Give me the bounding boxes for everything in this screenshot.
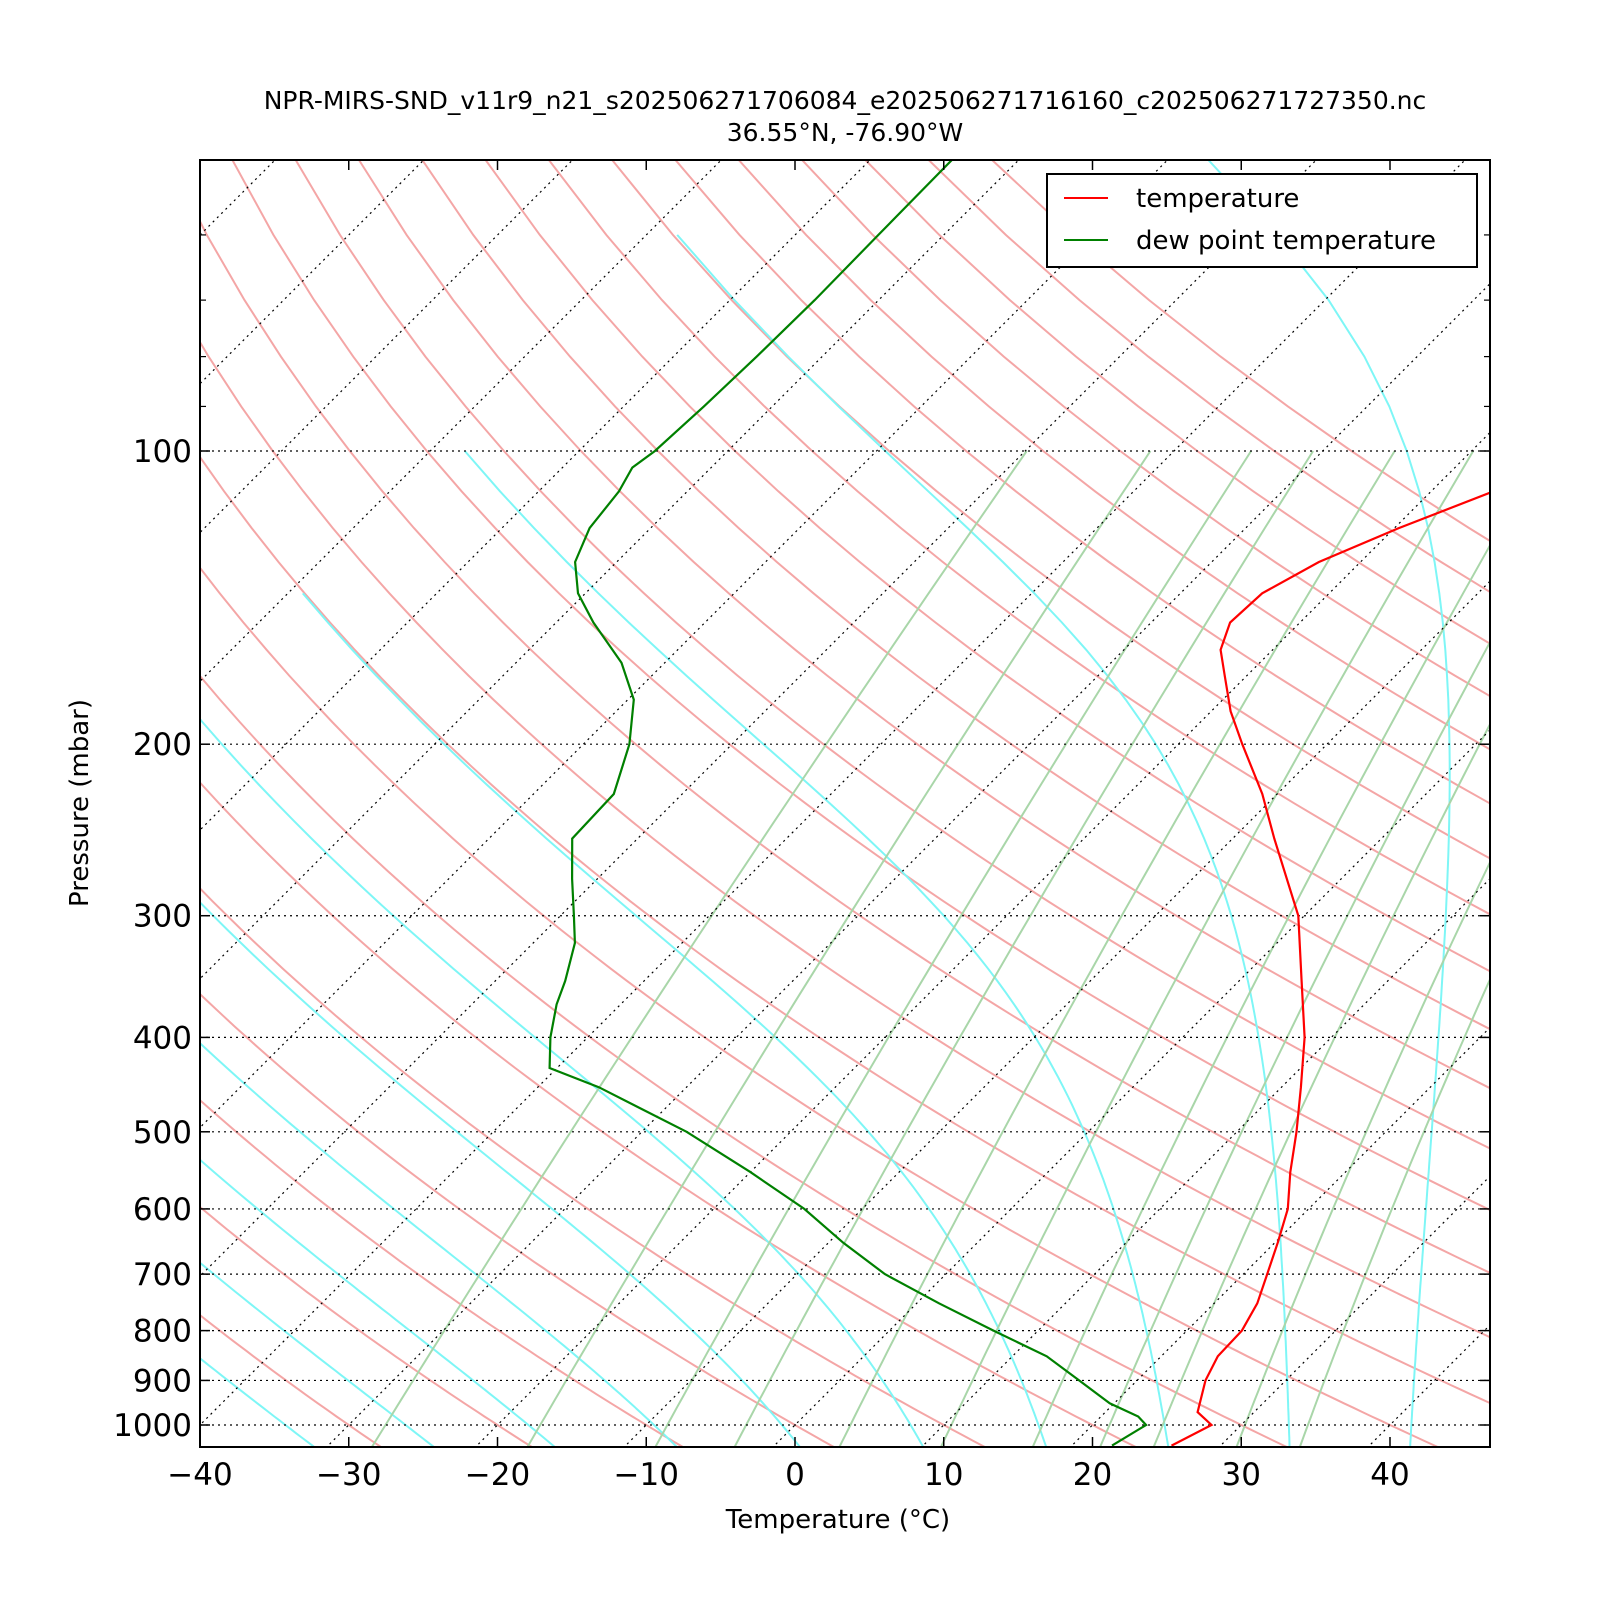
x-tick-label: −20 (465, 1457, 530, 1493)
x-axis-label: Temperature (°C) (725, 1505, 950, 1535)
dry-adiabat (357, 160, 1490, 1090)
y-tick-label: 100 (133, 434, 192, 470)
mixing-ratio-line (1235, 859, 1490, 1447)
isotherm (200, 160, 1020, 980)
y-tick-label: 200 (133, 727, 192, 763)
mixing-ratio-line (654, 450, 1252, 1447)
mixing-ratio-line (1152, 722, 1490, 1447)
x-tick-label: 10 (924, 1457, 963, 1493)
dry-adiabat (294, 160, 1490, 1150)
chart-subtitle: 36.55°N, -76.90°W (726, 118, 964, 147)
dry-adiabat (547, 160, 1490, 916)
axis-ticks: −40 −30 −20 −10 0 10 20 30 40 100 200 300 400 500 600 7… (113, 160, 1490, 1493)
dry-adiabat (200, 219, 1490, 1274)
y-tick-label: 800 (133, 1314, 192, 1350)
chart-title: NPR-MIRS-SND_v11r9_n21_s202506271706084_… (263, 86, 1427, 115)
moist-adiabat (302, 592, 1048, 1447)
moist-adiabat (200, 1357, 316, 1447)
dry-adiabat (200, 992, 836, 1447)
moist-adiabat (200, 1041, 679, 1447)
isobar-grid (200, 450, 1490, 1426)
isotherm (200, 160, 871, 831)
temperature-line (1170, 491, 1490, 1447)
y-tick-label: 600 (133, 1192, 192, 1228)
y-tick-label: 1000 (113, 1408, 192, 1444)
series-lines (548, 160, 1490, 1447)
moist-adiabat (676, 234, 1291, 1447)
legend-label-dew-point: dew point temperature (1136, 226, 1436, 256)
legend: temperature dew point temperature (1046, 173, 1478, 268)
plot-frame (199, 159, 1491, 1448)
isotherm (200, 160, 723, 683)
moist-adiabat (1207, 160, 1451, 1447)
y-tick-label: 400 (133, 1020, 192, 1056)
isotherm (200, 160, 425, 385)
dry-adiabat (200, 1098, 685, 1447)
x-tick-label: −40 (167, 1457, 232, 1493)
dry-adiabat (200, 887, 988, 1447)
x-tick-label: 40 (1370, 1457, 1409, 1493)
x-tick-label: −30 (316, 1457, 381, 1493)
dew-point-line (548, 160, 1148, 1447)
moist-adiabat (200, 1261, 436, 1447)
moist-adiabat (200, 717, 925, 1447)
isotherm (200, 160, 574, 534)
y-axis-label: Pressure (mbar) (65, 699, 95, 907)
x-tick-label: −10 (614, 1457, 679, 1493)
dry-adiabat (674, 160, 1490, 805)
mixing-ratio-line (939, 450, 1475, 1447)
x-tick-label: 30 (1222, 1457, 1261, 1493)
y-tick-label: 900 (133, 1363, 192, 1399)
dry-adiabat (200, 340, 1490, 1339)
mixing-ratio-line (1099, 640, 1490, 1447)
isotherm (1498, 0, 1600, 1465)
dry-adiabat (231, 160, 1490, 1212)
x-tick-label: 0 (785, 1457, 805, 1493)
y-tick-label: 700 (133, 1257, 192, 1293)
dry-adiabat (200, 1205, 534, 1447)
mixing-ratio-line (1298, 976, 1490, 1447)
dry-adiabat (610, 160, 1490, 860)
mixing-ratio-line (733, 450, 1314, 1447)
moist-adiabat (200, 1158, 557, 1447)
dry-adiabat (200, 1313, 383, 1447)
isotherm (0, 0, 47, 1465)
dry-adiabat (200, 455, 1490, 1405)
y-tick-label: 300 (133, 899, 192, 935)
x-tick-label: 20 (1073, 1457, 1112, 1493)
dry-adiabat (421, 160, 1490, 1031)
mixing-ratio-line (370, 450, 1028, 1447)
y-tick-label: 500 (133, 1115, 192, 1151)
legend-box (1046, 173, 1478, 268)
dry-adiabat (484, 160, 1490, 973)
moist-adiabat (200, 900, 802, 1447)
mixing-ratio-line (838, 450, 1396, 1447)
legend-label-temperature: temperature (1136, 184, 1299, 214)
dry-adiabat (200, 566, 1441, 1447)
isotherm (200, 160, 276, 236)
